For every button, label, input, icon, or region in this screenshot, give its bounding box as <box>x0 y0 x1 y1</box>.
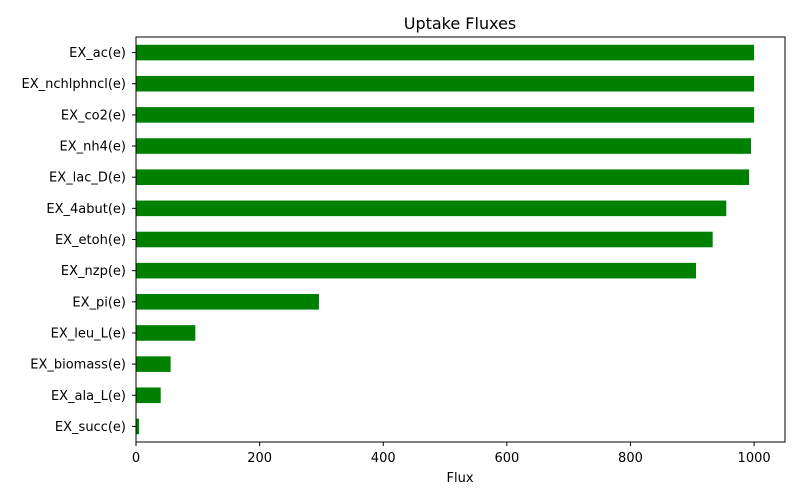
x-tick-label-2: 400 <box>371 451 396 466</box>
x-tick-label-4: 800 <box>618 451 643 466</box>
bar-9 <box>136 325 196 341</box>
bar-6 <box>136 231 713 248</box>
y-tick-label-9: EX_leu_L(e) <box>51 326 126 341</box>
y-tick-label-5: EX_4abut(e) <box>46 202 126 217</box>
plot-frame <box>135 36 786 443</box>
bar-0 <box>136 44 755 61</box>
bar-4 <box>136 169 750 185</box>
y-tick-labels: EX_ac(e) EX_nchlphncl(e) EX_co2(e) EX_nh4(e… <box>22 46 136 435</box>
x-tick-label-1: 200 <box>247 451 272 466</box>
bar-7 <box>136 262 696 279</box>
y-tick-label-2: EX_co2(e) <box>61 108 126 123</box>
y-tick-label-8: EX_pi(e) <box>72 295 126 310</box>
y-tick-label-4: EX_lac_D(e) <box>49 171 126 186</box>
bars-group <box>136 44 755 435</box>
bar-8 <box>136 294 319 310</box>
bar-10 <box>136 356 171 372</box>
y-tick-label-6: EX_etoh(e) <box>55 233 126 248</box>
y-tick-label-10: EX_biomass(e) <box>30 358 126 373</box>
bar-5 <box>136 200 727 217</box>
bar-12 <box>136 418 140 435</box>
bar-2 <box>136 107 755 123</box>
x-ticks: 0 200 400 600 800 1000 <box>132 442 771 466</box>
x-axis-label: Flux <box>446 471 473 486</box>
chart-title: Uptake Fluxes <box>404 14 517 33</box>
y-tick-label-7: EX_nzp(e) <box>61 264 126 279</box>
bar-1 <box>136 75 755 92</box>
x-tick-label-3: 600 <box>494 451 519 466</box>
y-tick-label-0: EX_ac(e) <box>69 46 126 61</box>
bar-11 <box>136 387 161 404</box>
x-tick-label-0: 0 <box>132 451 140 466</box>
y-tick-label-1: EX_nchlphncl(e) <box>22 77 127 92</box>
bar-3 <box>136 138 752 154</box>
y-tick-label-12: EX_succ(e) <box>55 420 126 435</box>
y-tick-label-11: EX_ala_L(e) <box>51 389 126 404</box>
y-tick-label-3: EX_nh4(e) <box>59 140 126 155</box>
x-tick-label-5: 1000 <box>738 451 771 466</box>
